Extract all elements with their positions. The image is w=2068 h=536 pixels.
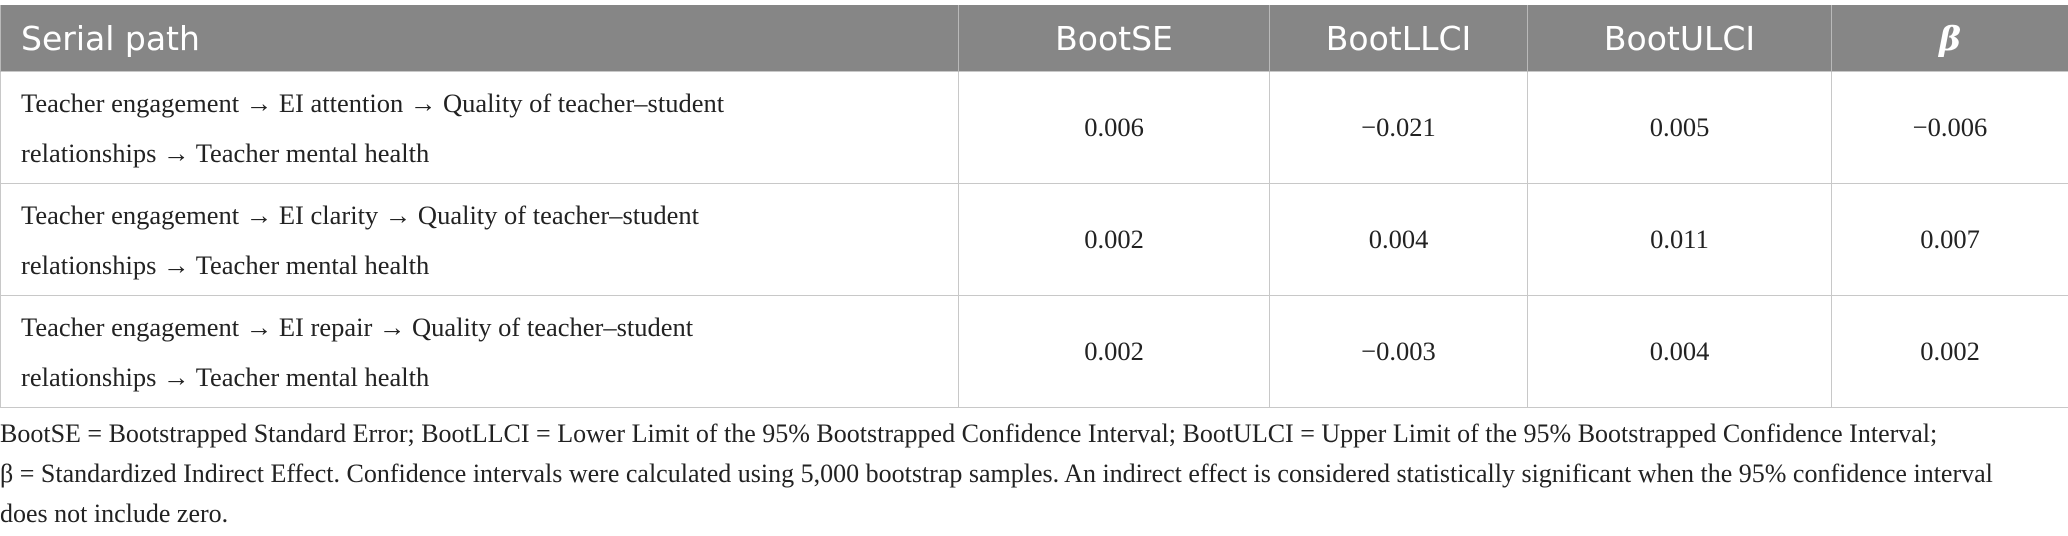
header-bootllci: BootLLCI: [1269, 5, 1528, 72]
beta-cell: 0.007: [1831, 183, 2068, 296]
table-body: Teacher engagement → EI attention → Qual…: [0, 71, 2068, 408]
table-footnote: BootSE = Bootstrapped Standard Error; Bo…: [0, 414, 2060, 534]
serial-path-cell: Teacher engagement → EI clarity → Qualit…: [0, 183, 959, 296]
bootllci-cell: −0.021: [1269, 71, 1528, 184]
bootulci-cell: 0.011: [1527, 183, 1832, 296]
footnote-line-1: BootSE = Bootstrapped Standard Error; Bo…: [0, 419, 1938, 448]
bootse-cell: 0.006: [958, 71, 1270, 184]
bootulci-cell: 0.005: [1527, 71, 1832, 184]
beta-cell: 0.002: [1831, 295, 2068, 408]
footnote-line-3: does not include zero.: [0, 499, 229, 528]
table-row: Teacher engagement → EI clarity → Qualit…: [0, 183, 2068, 296]
path-line-2: relationships → Teacher mental health: [21, 137, 430, 168]
serial-path-cell: Teacher engagement → EI attention → Qual…: [0, 71, 959, 184]
beta-cell: −0.006: [1831, 71, 2068, 184]
header-serial-path: Serial path: [0, 5, 959, 72]
results-table-container: Serial path BootSE BootLLCI BootULCI β T…: [0, 5, 2068, 408]
serial-path-cell: Teacher engagement → EI repair → Quality…: [0, 295, 959, 408]
path-line-2: relationships → Teacher mental health: [21, 249, 430, 280]
table-row: Teacher engagement → EI attention → Qual…: [0, 71, 2068, 184]
serial-path-table: Serial path BootSE BootLLCI BootULCI β T…: [0, 5, 2068, 408]
table-header: Serial path BootSE BootLLCI BootULCI β: [0, 5, 2068, 72]
path-line-1: Teacher engagement → EI repair → Quality…: [21, 311, 694, 342]
header-bootulci: BootULCI: [1527, 5, 1832, 72]
path-line-2: relationships → Teacher mental health: [21, 361, 430, 392]
header-row: Serial path BootSE BootLLCI BootULCI β: [0, 5, 2068, 72]
header-bootse: BootSE: [958, 5, 1270, 72]
bootulci-cell: 0.004: [1527, 295, 1832, 408]
path-line-1: Teacher engagement → EI clarity → Qualit…: [21, 199, 700, 230]
bootllci-cell: 0.004: [1269, 183, 1528, 296]
bootllci-cell: −0.003: [1269, 295, 1528, 408]
footnote-line-2: β = Standardized Indirect Effect. Confid…: [0, 459, 1993, 488]
path-line-1: Teacher engagement → EI attention → Qual…: [21, 87, 725, 118]
header-beta: β: [1831, 5, 2068, 72]
bootse-cell: 0.002: [958, 295, 1270, 408]
bootse-cell: 0.002: [958, 183, 1270, 296]
table-row: Teacher engagement → EI repair → Quality…: [0, 295, 2068, 408]
